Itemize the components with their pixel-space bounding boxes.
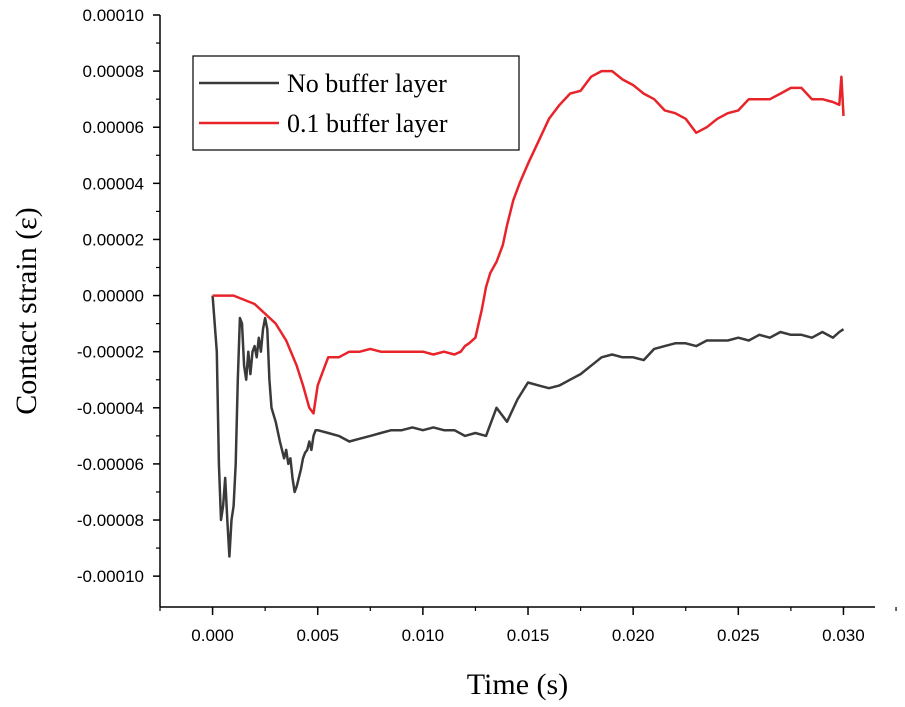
legend-label-0-1-buffer-layer: 0.1 buffer layer — [287, 109, 448, 138]
x-tick-label: 0.010 — [402, 626, 445, 645]
x-tick-label: 0.015 — [507, 626, 550, 645]
x-ticks: 0.000 0.005 0.010 0.015 0.020 0.025 0.030 — [159, 607, 897, 645]
y-tick-label: -0.00002 — [77, 343, 144, 362]
x-tick-label: 0.025 — [717, 626, 760, 645]
y-tick-label: 0.00002 — [83, 230, 144, 249]
y-axis-title: Contact strain (ε) — [10, 207, 43, 415]
y-tick-label: -0.00006 — [77, 455, 144, 474]
y-tick-label: 0.00008 — [83, 62, 144, 81]
x-axis-title: Time (s) — [467, 668, 568, 701]
axes — [159, 15, 875, 608]
y-tick-label: 0.00010 — [83, 6, 144, 25]
legend: No buffer layer 0.1 buffer layer — [192, 55, 520, 151]
legend-label-no-buffer-layer: No buffer layer — [287, 69, 447, 98]
y-tick-label: 0.00004 — [83, 174, 144, 193]
series-line-0-1-buffer-layer — [212, 69, 845, 415]
x-tick-label: 0.030 — [822, 626, 865, 645]
series-line-no-buffer-layer — [211, 295, 845, 558]
x-tick-label: 0.020 — [612, 626, 655, 645]
y-tick-label: 0.00000 — [83, 287, 144, 306]
legend-box — [192, 55, 520, 151]
y-tick-label: -0.00008 — [77, 511, 144, 530]
y-tick-label: 0.00006 — [83, 118, 144, 137]
y-ticks: 0.00010 0.00008 0.00006 0.00004 0.00002 0.000… — [77, 6, 160, 586]
x-tick-label: 0.000 — [191, 626, 234, 645]
x-tick-label: 0.005 — [296, 626, 339, 645]
plot-lines — [211, 69, 845, 558]
y-tick-label: -0.00010 — [77, 567, 144, 586]
y-tick-label: -0.00004 — [77, 399, 144, 418]
